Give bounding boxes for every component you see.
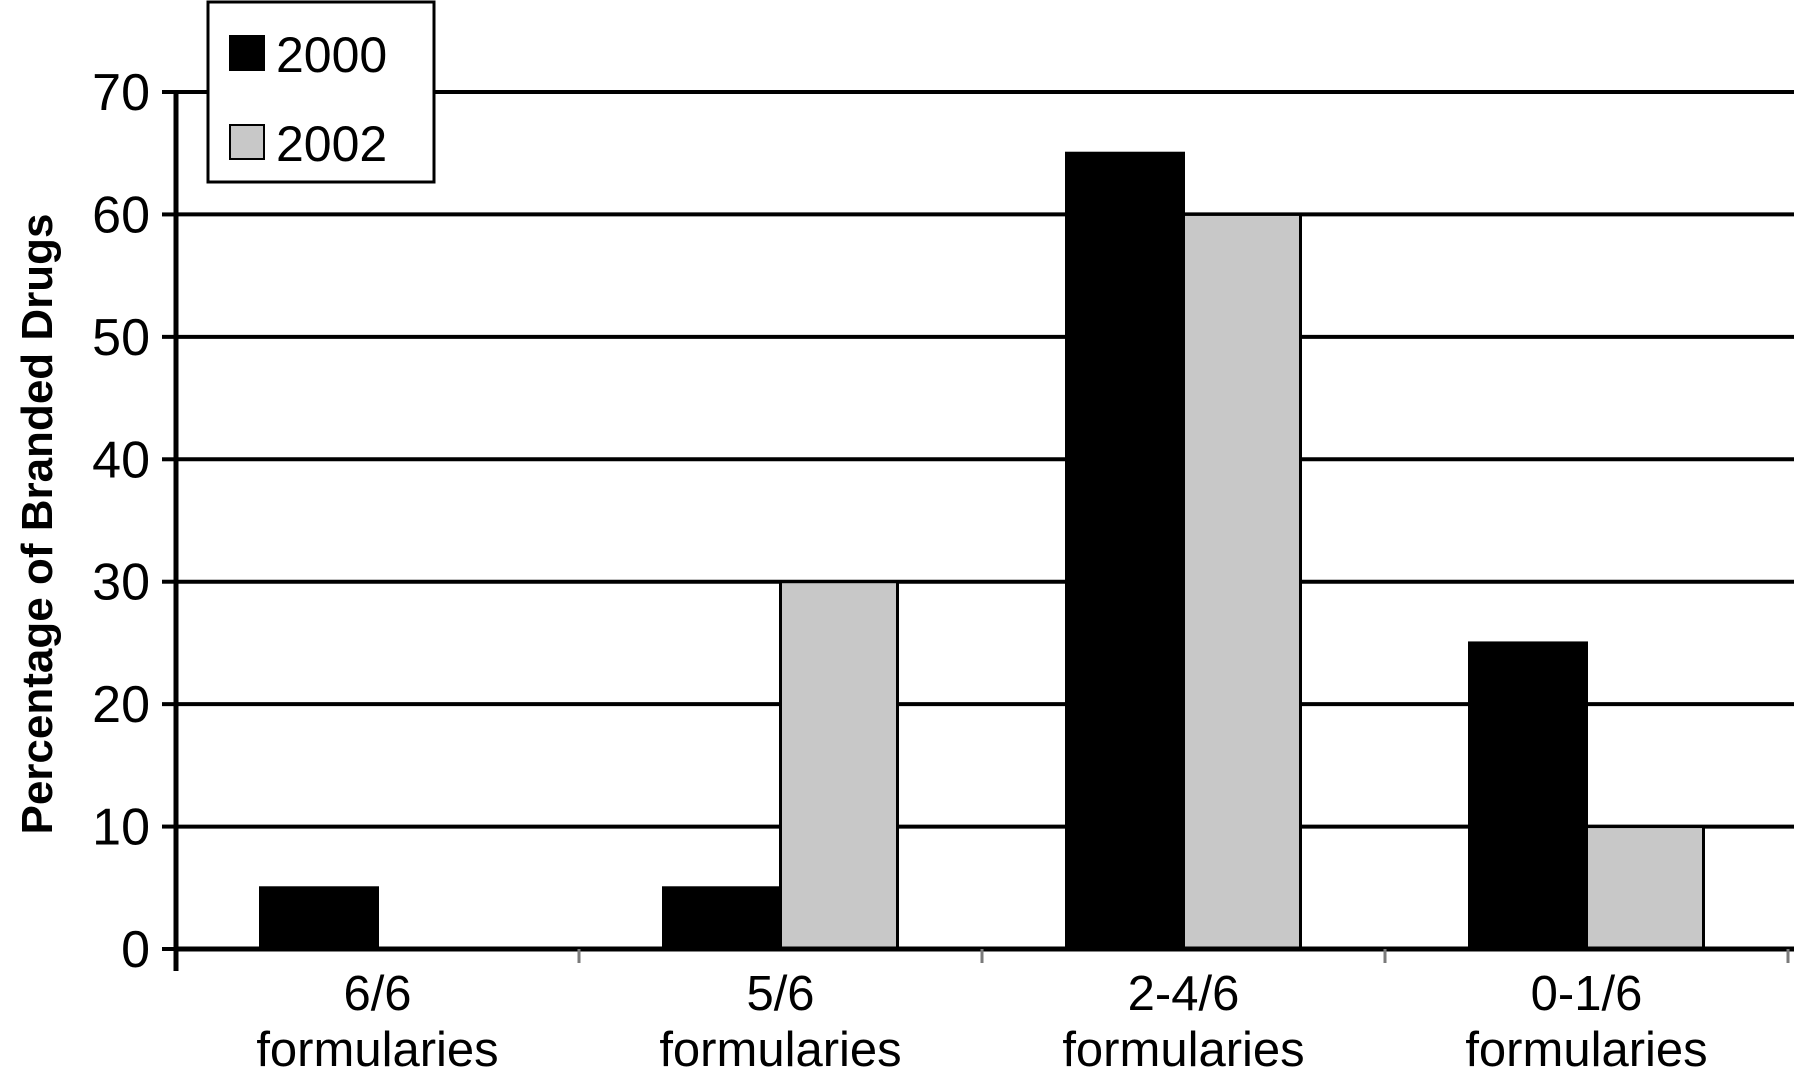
bars bbox=[259, 151, 1705, 951]
y-tick-label: 60 bbox=[92, 186, 150, 244]
bar-2002-4 bbox=[1585, 825, 1705, 951]
y-tick-labels: 0 10 20 30 40 50 60 70 bbox=[92, 64, 150, 979]
x-category-label: 2-4/6 formularies bbox=[1062, 967, 1304, 1072]
y-tick-label: 50 bbox=[92, 309, 150, 367]
bar-2000-1 bbox=[259, 886, 379, 951]
bar-2000-3 bbox=[1065, 151, 1185, 951]
legend-label-2002: 2002 bbox=[276, 116, 387, 172]
bar-2000-4 bbox=[1468, 641, 1588, 951]
legend-swatch-2000 bbox=[229, 35, 265, 71]
y-tick-label: 30 bbox=[92, 554, 150, 612]
y-tick-label: 20 bbox=[92, 676, 150, 734]
axes bbox=[162, 90, 1794, 971]
x-category-label: 0-1/6 formularies bbox=[1465, 967, 1707, 1072]
x-category-labels: 6/6 formularies 5/6 formularies 2-4/6 formula… bbox=[256, 967, 1707, 1072]
y-axis-title: Percentage of Branded Drugs bbox=[13, 213, 62, 834]
legend-label-2000: 2000 bbox=[276, 27, 387, 83]
y-tick-label: 40 bbox=[92, 431, 150, 489]
bar-2000-2 bbox=[662, 886, 782, 951]
x-category-label: 5/6 formularies bbox=[659, 967, 901, 1072]
y-tick-label: 70 bbox=[92, 64, 150, 122]
x-category-label: 6/6 formularies bbox=[256, 967, 498, 1072]
legend-swatch-2002 bbox=[229, 124, 265, 160]
y-tick-label: 10 bbox=[92, 799, 150, 857]
gridlines bbox=[176, 90, 1794, 829]
bar-2002-3 bbox=[1182, 212, 1302, 951]
y-tick-label: 0 bbox=[121, 921, 150, 979]
legend: 2000 2002 bbox=[206, 0, 436, 184]
bar-2002-2 bbox=[779, 580, 899, 951]
